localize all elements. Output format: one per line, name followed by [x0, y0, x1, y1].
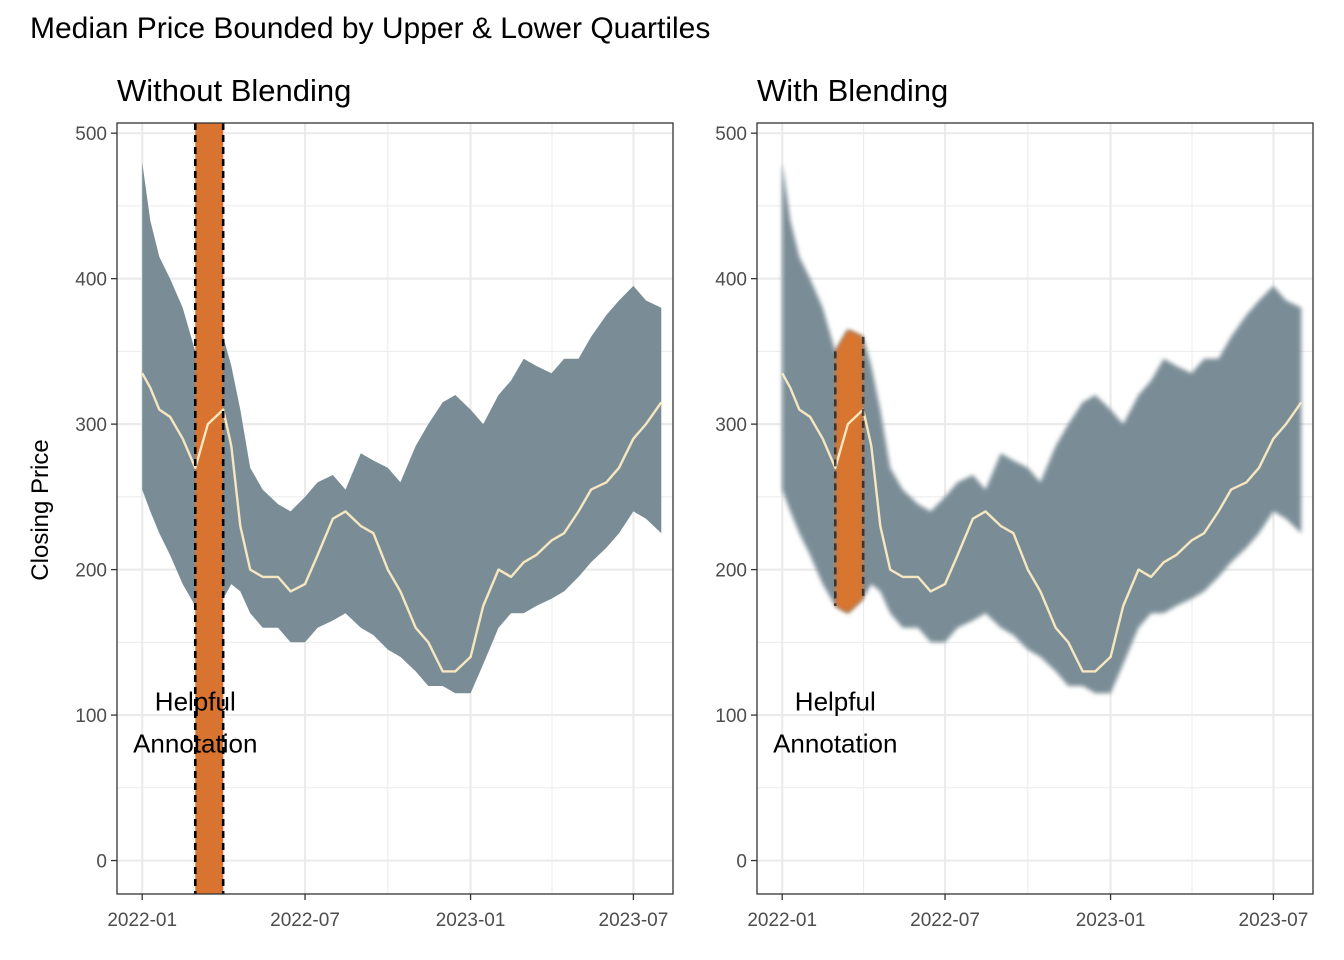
y-tick-label: 400: [75, 270, 107, 291]
panel-with-blending: With Blending Helpful Annotation 0 100 200 30…: [715, 73, 1314, 931]
main-title: Median Price Bounded by Upper & Lower Qu…: [30, 12, 710, 45]
x-tick-label: 2022-01: [747, 910, 817, 931]
plot-area: [141, 123, 663, 894]
y-tick-label: 0: [96, 852, 107, 873]
highlight-rect: [195, 123, 224, 894]
x-tick-label: 2023-01: [1076, 910, 1146, 931]
panel-without-blending: Without Blending Helpful Annotation 0 100 20…: [75, 73, 674, 931]
quartile-band: [142, 162, 662, 694]
y-tick-label: 100: [715, 706, 747, 727]
annotation-line-2: Annotation: [773, 728, 897, 758]
y-tick-label: 300: [75, 415, 107, 436]
plot-area: [781, 162, 1303, 694]
y-tick-label: 100: [75, 706, 107, 727]
y-tick-label: 500: [75, 124, 107, 145]
x-tick-label: 2023-01: [436, 910, 506, 931]
annotation-line-2: Annotation: [133, 728, 257, 758]
y-tick-label: 400: [715, 270, 747, 291]
y-tick-label: 500: [715, 124, 747, 145]
x-tick-label: 2022-01: [107, 910, 177, 931]
panel-title: Without Blending: [117, 73, 351, 108]
annotation-text: Helpful Annotation: [133, 686, 257, 758]
y-tick-label: 200: [715, 561, 747, 582]
median-line: [781, 372, 1303, 673]
panel-border: [116, 122, 674, 895]
highlight-blended: [835, 330, 864, 613]
y-axis-label: Closing Price: [27, 439, 54, 580]
x-tick-label: 2022-07: [270, 910, 340, 931]
annotation-text: Helpful Annotation: [773, 686, 897, 758]
y-tick-label: 200: [75, 561, 107, 582]
quartile-band: [782, 162, 1302, 694]
panel-title: With Blending: [757, 73, 948, 108]
median-line: [141, 372, 663, 673]
annotation-line-1: Helpful: [795, 686, 876, 716]
x-tick-label: 2023-07: [1239, 910, 1309, 931]
y-tick-label: 300: [715, 415, 747, 436]
annotation-line-1: Helpful: [155, 686, 236, 716]
x-tick-label: 2022-07: [910, 910, 980, 931]
y-tick-label: 0: [736, 852, 747, 873]
panel-border: [756, 122, 1314, 895]
x-tick-label: 2023-07: [599, 910, 669, 931]
